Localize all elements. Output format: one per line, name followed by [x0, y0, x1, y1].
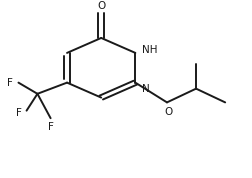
Text: O: O	[97, 1, 105, 11]
Text: F: F	[47, 122, 53, 132]
Text: O: O	[164, 107, 172, 117]
Text: N: N	[142, 84, 150, 94]
Text: F: F	[7, 78, 13, 88]
Text: NH: NH	[142, 46, 157, 56]
Text: F: F	[16, 108, 22, 118]
